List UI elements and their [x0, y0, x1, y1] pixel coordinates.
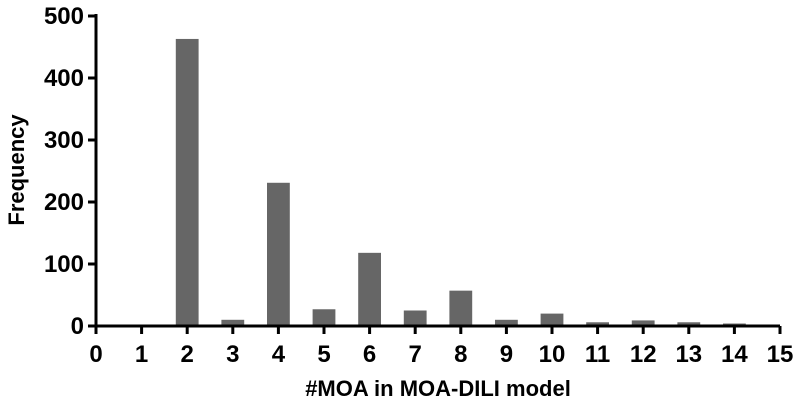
bar-9 — [495, 319, 518, 326]
x-tick-label: 0 — [89, 341, 102, 368]
x-axis-title: #MOA in MOA-DILI model — [305, 376, 571, 401]
y-tick-label: 0 — [71, 313, 84, 340]
y-axis-title: Frequency — [4, 114, 29, 226]
bar-4 — [267, 182, 290, 326]
y-tick-label: 200 — [44, 189, 84, 216]
y-tick-label: 500 — [44, 3, 84, 30]
y-tick-label: 300 — [44, 127, 84, 154]
x-tick-label: 13 — [675, 341, 702, 368]
bar-6 — [358, 252, 381, 326]
bar-13 — [677, 322, 701, 326]
x-axis: 0 1 2 3 4 5 6 7 8 9 10 11 12 13 14 15 — [89, 326, 793, 368]
x-tick-label: 14 — [721, 341, 748, 368]
y-tick-label: 100 — [44, 251, 84, 278]
bar-3 — [221, 319, 245, 326]
bar-7 — [403, 310, 427, 326]
y-tick-label: 400 — [44, 65, 84, 92]
x-tick-label: 11 — [585, 341, 610, 368]
bar-10 — [540, 313, 564, 326]
bar-12 — [631, 320, 655, 326]
y-axis: 0 100 200 300 400 500 — [44, 3, 96, 340]
x-tick-label: 12 — [630, 341, 657, 368]
bar-2 — [175, 38, 199, 326]
x-tick-label: 3 — [226, 341, 239, 368]
bars — [130, 38, 746, 326]
x-tick-label: 5 — [317, 341, 330, 368]
x-tick-label: 4 — [272, 341, 286, 368]
bar-8 — [449, 290, 473, 326]
x-tick-label: 6 — [363, 341, 376, 368]
x-tick-label: 9 — [500, 341, 513, 368]
bar-5 — [312, 309, 336, 326]
x-tick-label: 1 — [135, 341, 148, 368]
bar-11 — [586, 322, 609, 326]
x-tick-label: 8 — [454, 341, 467, 368]
x-tick-label: 2 — [181, 341, 194, 368]
x-tick-label: 15 — [767, 341, 794, 368]
x-tick-label: 10 — [539, 341, 566, 368]
x-tick-label: 7 — [409, 341, 422, 368]
